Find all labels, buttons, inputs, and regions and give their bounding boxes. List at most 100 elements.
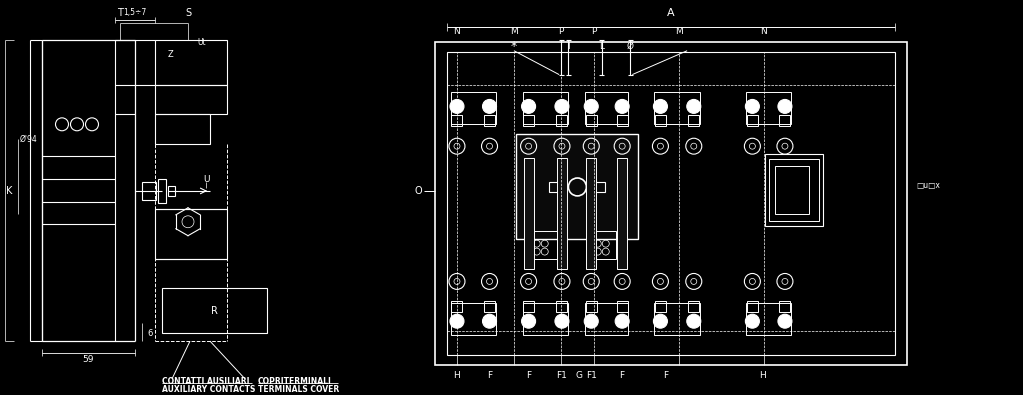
Circle shape <box>483 314 496 328</box>
Text: G: G <box>575 371 582 380</box>
Text: F1: F1 <box>586 371 596 380</box>
Circle shape <box>746 314 759 328</box>
Bar <box>747 301 758 312</box>
Text: Ø'94: Ø'94 <box>20 135 38 144</box>
Text: M: M <box>510 27 518 36</box>
Bar <box>688 301 700 312</box>
Bar <box>617 115 628 126</box>
Circle shape <box>777 314 792 328</box>
Bar <box>155 40 227 85</box>
Bar <box>588 231 616 259</box>
Bar <box>517 134 638 239</box>
Text: 6: 6 <box>147 329 152 338</box>
Text: F: F <box>526 371 531 380</box>
Bar <box>168 186 175 196</box>
Bar <box>655 92 700 124</box>
Bar <box>523 301 534 312</box>
Bar <box>155 115 210 144</box>
Text: TERMINALS COVER: TERMINALS COVER <box>258 386 340 394</box>
Bar <box>523 92 568 124</box>
Bar <box>557 301 568 312</box>
Bar <box>529 231 557 259</box>
Circle shape <box>522 100 536 113</box>
Bar <box>764 154 822 226</box>
Bar <box>586 301 596 312</box>
Text: H: H <box>759 371 766 380</box>
Bar <box>585 303 628 335</box>
Text: H: H <box>453 371 460 380</box>
Text: O: O <box>414 186 421 196</box>
Bar <box>586 158 596 269</box>
Circle shape <box>584 314 598 328</box>
Text: Z: Z <box>167 50 173 59</box>
Bar <box>655 115 666 126</box>
Bar <box>155 85 227 115</box>
Bar <box>162 288 267 333</box>
Text: M: M <box>675 27 683 36</box>
Bar <box>688 115 700 126</box>
Text: AUXILIARY CONTACTS: AUXILIARY CONTACTS <box>162 386 256 394</box>
Text: F: F <box>620 371 625 380</box>
Bar <box>142 182 155 200</box>
Bar <box>447 52 895 355</box>
Circle shape <box>615 100 629 113</box>
Text: I: I <box>567 42 570 51</box>
Text: CONTATTI AUSILIARI: CONTATTI AUSILIARI <box>162 377 250 386</box>
Text: 59: 59 <box>82 356 94 365</box>
Bar <box>549 182 560 192</box>
Circle shape <box>654 100 667 113</box>
Text: A: A <box>667 8 675 18</box>
Bar <box>586 115 596 126</box>
Circle shape <box>554 314 569 328</box>
Bar <box>595 182 606 192</box>
Text: P: P <box>559 27 564 36</box>
Circle shape <box>483 100 496 113</box>
Text: Ut: Ut <box>197 38 207 47</box>
Bar <box>617 301 628 312</box>
Bar <box>655 303 700 335</box>
Text: R: R <box>211 306 218 316</box>
Bar <box>435 42 907 365</box>
Text: *: * <box>510 40 517 53</box>
Bar <box>775 166 809 214</box>
Bar <box>780 301 791 312</box>
Bar <box>747 303 791 335</box>
Bar <box>484 301 495 312</box>
Bar <box>557 115 568 126</box>
Bar <box>747 92 791 124</box>
Bar <box>155 209 227 259</box>
Text: U: U <box>203 175 210 184</box>
Bar <box>585 92 628 124</box>
Circle shape <box>584 100 598 113</box>
Bar <box>451 303 495 335</box>
Bar <box>617 158 627 269</box>
Bar <box>655 301 666 312</box>
Bar <box>158 179 166 203</box>
Text: 1,5÷7: 1,5÷7 <box>124 8 146 17</box>
Bar <box>523 303 568 335</box>
Text: COPRITERMINALI: COPRITERMINALI <box>258 377 331 386</box>
Circle shape <box>450 314 464 328</box>
Bar <box>451 301 462 312</box>
Bar <box>524 158 534 269</box>
Text: N: N <box>453 27 460 36</box>
Circle shape <box>686 314 701 328</box>
Text: P: P <box>591 27 596 36</box>
Text: F: F <box>487 371 492 380</box>
Text: K: K <box>6 186 12 196</box>
Bar <box>451 92 495 124</box>
Text: N: N <box>760 27 767 36</box>
Bar <box>557 158 567 269</box>
Text: L: L <box>599 42 605 51</box>
Text: S: S <box>185 8 191 18</box>
Text: □u□x: □u□x <box>916 181 940 190</box>
Circle shape <box>654 314 667 328</box>
Bar <box>747 115 758 126</box>
Bar <box>484 115 495 126</box>
Bar <box>523 115 534 126</box>
Text: F: F <box>663 371 668 380</box>
Bar <box>768 159 818 221</box>
Bar <box>780 115 791 126</box>
Circle shape <box>686 100 701 113</box>
Circle shape <box>554 100 569 113</box>
